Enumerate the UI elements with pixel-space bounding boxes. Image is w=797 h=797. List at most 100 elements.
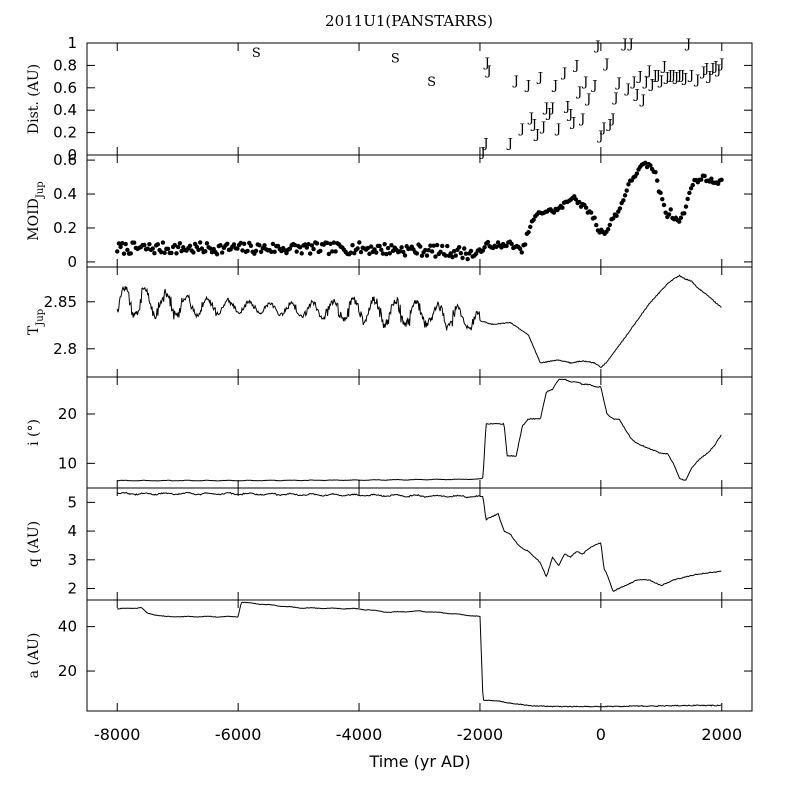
- moid-point-338: [687, 190, 692, 196]
- moid-point-195: [445, 243, 450, 249]
- moid-point-282: [592, 215, 597, 220]
- moid-point-3: [120, 241, 125, 246]
- series-line-tjup: [116, 274, 722, 368]
- moid-point-326: [666, 212, 672, 217]
- moid-point-45: [191, 250, 196, 255]
- jupiter-point-0: J: [478, 146, 485, 161]
- moid-point-224: [494, 244, 499, 250]
- jupiter-point-65: J: [714, 63, 721, 78]
- moid-point-73: [238, 240, 243, 246]
- moid-point-92: [270, 241, 276, 247]
- moid-point-74: [240, 248, 245, 253]
- saturn-point-2: S: [427, 75, 436, 90]
- moid-point-238: [517, 246, 523, 251]
- y-tick-label-dist-1: 0.2: [53, 124, 77, 142]
- moid-point-321: [658, 190, 663, 196]
- moid-point-345: [699, 177, 704, 182]
- jupiter-point-51: J: [666, 68, 673, 83]
- jupiter-point-39: J: [630, 75, 637, 90]
- moid-point-216: [480, 248, 486, 253]
- moid-point-182: [423, 247, 428, 253]
- jupiter-point-45: J: [648, 77, 655, 92]
- moid-point-35: [174, 251, 179, 256]
- jupiter-point-17: J: [554, 122, 561, 137]
- moid-point-204: [460, 255, 465, 261]
- jupiter-point-23: J: [575, 85, 582, 100]
- moid-point-28: [162, 250, 167, 256]
- moid-point-127: [330, 249, 335, 254]
- y-axis-label-text-tjup: T: [26, 325, 42, 335]
- y-tick-label-moid-3: 0.6: [53, 151, 77, 169]
- moid-point-21: [150, 246, 155, 251]
- moid-point-307: [634, 171, 640, 176]
- jupiter-point-32: J: [605, 118, 612, 133]
- moid-point-246: [531, 217, 536, 223]
- moid-point-48: [196, 247, 201, 252]
- moid-point-300: [622, 193, 628, 198]
- moid-point-192: [440, 243, 445, 249]
- x-tick-label-0: -8000: [94, 725, 141, 744]
- moid-point-143: [357, 240, 362, 245]
- moid-point-112: [304, 245, 310, 250]
- jupiter-point-12: J: [539, 120, 546, 135]
- y-axis-label-incl: i (°): [26, 419, 42, 446]
- panel-frame-incl: [86, 376, 753, 489]
- y-tick-label-dist-4: 0.8: [53, 56, 77, 74]
- jupiter-point-40: J: [633, 87, 640, 102]
- y-tick-label-moid-2: 0.4: [53, 185, 77, 203]
- moid-point-108: [297, 245, 303, 250]
- series-line-a: [116, 601, 722, 708]
- moid-point-197: [448, 251, 453, 256]
- moid-point-139: [350, 242, 355, 248]
- y-axis-label-text-a: a (AU): [26, 633, 42, 679]
- saturn-point-1: S: [391, 52, 400, 67]
- jupiter-point-36: J: [620, 37, 627, 52]
- jupiter-point-47: J: [654, 68, 661, 83]
- moid-point-244: [528, 224, 533, 230]
- moid-point-38: [179, 248, 184, 254]
- y-axis-label-a: a (AU): [26, 633, 42, 679]
- panel-q: 2 3 4 5 q (AU): [26, 487, 753, 601]
- moid-point-200: [453, 253, 458, 258]
- jupiter-point-63: J: [708, 62, 715, 77]
- moid-point-280: [588, 210, 594, 215]
- series-line-incl: [117, 378, 722, 482]
- jupiter-point-50: J: [663, 71, 670, 86]
- jupiter-point-16: J: [551, 78, 558, 93]
- moid-point-179: [418, 244, 423, 249]
- moid-point-203: [458, 250, 464, 256]
- moid-point-293: [610, 216, 616, 221]
- jupiter-point-55: J: [678, 68, 685, 83]
- moid-point-62: [219, 250, 225, 255]
- moid-point-186: [429, 249, 435, 254]
- moid-point-36: [175, 244, 181, 250]
- moid-point-100: [284, 250, 289, 256]
- moid-point-207: [465, 256, 470, 262]
- jupiter-point-46: J: [651, 68, 658, 83]
- moid-point-206: [463, 251, 469, 256]
- jupiter-point-64: J: [711, 59, 718, 74]
- moid-point-114: [307, 251, 313, 256]
- y-tick-label-tjup-0: 2.8: [53, 340, 77, 358]
- moid-point-16: [142, 242, 147, 248]
- moid-point-187: [431, 243, 436, 248]
- x-tick-label-2: -4000: [336, 725, 383, 744]
- moid-point-283: [594, 222, 599, 228]
- jupiter-point-7: J: [524, 78, 531, 93]
- moid-point-185: [428, 243, 433, 248]
- moid-point-49: [197, 240, 203, 245]
- jupiter-point-24: J: [578, 112, 585, 127]
- moid-point-129: [333, 249, 338, 254]
- moid-point-84: [257, 243, 262, 248]
- moid-point-199: [451, 248, 457, 254]
- moid-point-105: [292, 242, 298, 248]
- moid-point-19: [147, 241, 152, 247]
- moid-point-258: [551, 210, 557, 215]
- moid-point-273: [577, 199, 582, 205]
- moid-point-233: [509, 241, 514, 247]
- moid-point-71: [235, 246, 240, 251]
- moid-point-34: [172, 242, 177, 248]
- moid-point-156: [379, 247, 384, 252]
- moid-point-290: [605, 226, 611, 232]
- moid-point-205: [462, 246, 467, 251]
